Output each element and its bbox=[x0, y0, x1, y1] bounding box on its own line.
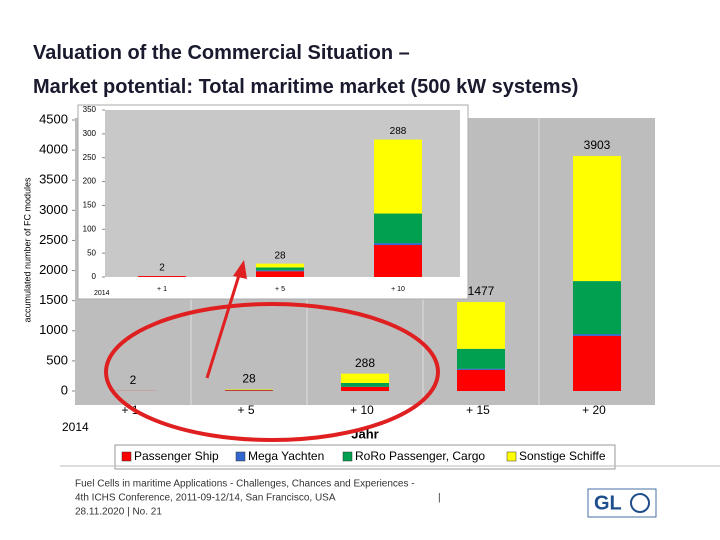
bar-segment bbox=[457, 368, 505, 370]
total-label: 28 bbox=[274, 250, 286, 261]
arrow-head bbox=[233, 260, 247, 279]
bar-segment bbox=[256, 271, 304, 277]
bar-segment bbox=[341, 382, 389, 387]
total-label: 288 bbox=[355, 356, 375, 370]
bar-segment bbox=[374, 245, 422, 277]
x-tick-label: + 10 bbox=[350, 403, 374, 417]
title-line: Market potential: Total maritime market … bbox=[33, 76, 578, 98]
y-tick-label: 3500 bbox=[39, 172, 68, 187]
legend-box bbox=[114, 444, 616, 470]
bar-segment bbox=[256, 267, 304, 271]
start-label: 2014 bbox=[94, 290, 110, 297]
footer-text: Fuel Cells in maritime Applications - Ch… bbox=[75, 479, 415, 490]
y-tick-label: 500 bbox=[46, 352, 68, 367]
y-tick-label: 300 bbox=[83, 129, 97, 138]
y-tick-label: 1500 bbox=[39, 292, 68, 307]
total-label: 288 bbox=[390, 126, 407, 137]
y-tick-label: 2000 bbox=[39, 262, 68, 277]
legend: Passenger Ship Mega Yachten RoRo Passenger… bbox=[121, 449, 606, 463]
start-label: 2014 bbox=[62, 420, 89, 434]
legend-swatch bbox=[235, 451, 246, 462]
logo-box bbox=[587, 488, 657, 518]
bar-segment bbox=[457, 369, 505, 391]
bar-segment bbox=[573, 334, 621, 336]
x-tick-label: + 20 bbox=[582, 403, 606, 417]
y-tick-label: 0 bbox=[92, 272, 97, 281]
y-tick-label: 4000 bbox=[39, 142, 68, 157]
y-tick-label: 4500 bbox=[39, 111, 68, 126]
highlight-ellipse bbox=[104, 302, 440, 442]
legend-label: RoRo Passenger, Cargo bbox=[355, 449, 485, 463]
title-line: Valuation of the Commercial Situation – bbox=[33, 42, 410, 64]
inset-chart: 0 50 100 150 200 250 300 350 2 + 1 28 + 5 288 + 10 201… bbox=[83, 105, 422, 297]
x-tick-label: + 15 bbox=[466, 403, 490, 417]
y-tick-label: 150 bbox=[83, 201, 97, 210]
footer-text: 4th ICHS Conference, 2011-09-12/14, San … bbox=[75, 493, 336, 504]
legend-label: Mega Yachten bbox=[248, 449, 324, 463]
bar-segment bbox=[138, 276, 186, 277]
y-tick-label: 3000 bbox=[39, 202, 68, 217]
bar-segment bbox=[341, 373, 389, 383]
arrow-shaft bbox=[205, 271, 242, 379]
bar-segment bbox=[225, 390, 273, 391]
bar-segment bbox=[573, 281, 621, 335]
y-tick-label: 1000 bbox=[39, 322, 68, 337]
bar-segment bbox=[457, 302, 505, 349]
bar-segment bbox=[457, 348, 505, 369]
x-tick-label: + 5 bbox=[237, 403, 254, 417]
total-label: 1477 bbox=[468, 284, 495, 298]
total-label: 2 bbox=[130, 373, 137, 387]
y-tick-label: 0 bbox=[61, 382, 68, 397]
bar-segment bbox=[256, 270, 304, 272]
logo-globe bbox=[630, 493, 650, 513]
legend-swatch bbox=[506, 451, 517, 462]
bar-segment bbox=[256, 263, 304, 268]
y-tick-label: 350 bbox=[83, 105, 97, 114]
y-tick-label: 2500 bbox=[39, 232, 68, 247]
y-tick-label: 250 bbox=[83, 153, 97, 162]
footer-text: 28.11.2020 | No. 21 bbox=[75, 507, 162, 518]
bar-segment bbox=[573, 335, 621, 391]
total-label: 28 bbox=[242, 371, 256, 385]
legend-label: Passenger Ship bbox=[134, 449, 219, 463]
y-axis-label: accumulated number of FC modules bbox=[22, 177, 32, 323]
y-tick-label: 200 bbox=[83, 177, 97, 186]
bar-segment bbox=[374, 243, 422, 246]
y-tick-label: 50 bbox=[87, 248, 96, 257]
legend-swatch bbox=[342, 451, 353, 462]
bar-segment bbox=[374, 139, 422, 214]
legend-label: Sonstige Schiffe bbox=[519, 449, 606, 463]
y-tick-label: 100 bbox=[83, 224, 97, 233]
total-label: 3903 bbox=[584, 138, 611, 152]
total-label: 2 bbox=[159, 263, 165, 274]
x-tick-label: + 10 bbox=[391, 286, 405, 293]
x-tick-label: + 1 bbox=[157, 286, 167, 293]
bar-segment bbox=[573, 155, 621, 282]
bar-segment bbox=[341, 386, 389, 391]
logo: GL bbox=[594, 492, 622, 514]
footer-separator: | bbox=[438, 493, 441, 504]
x-tick-label: + 5 bbox=[275, 286, 285, 293]
legend-swatch bbox=[121, 451, 132, 462]
bar-segment bbox=[374, 213, 422, 244]
